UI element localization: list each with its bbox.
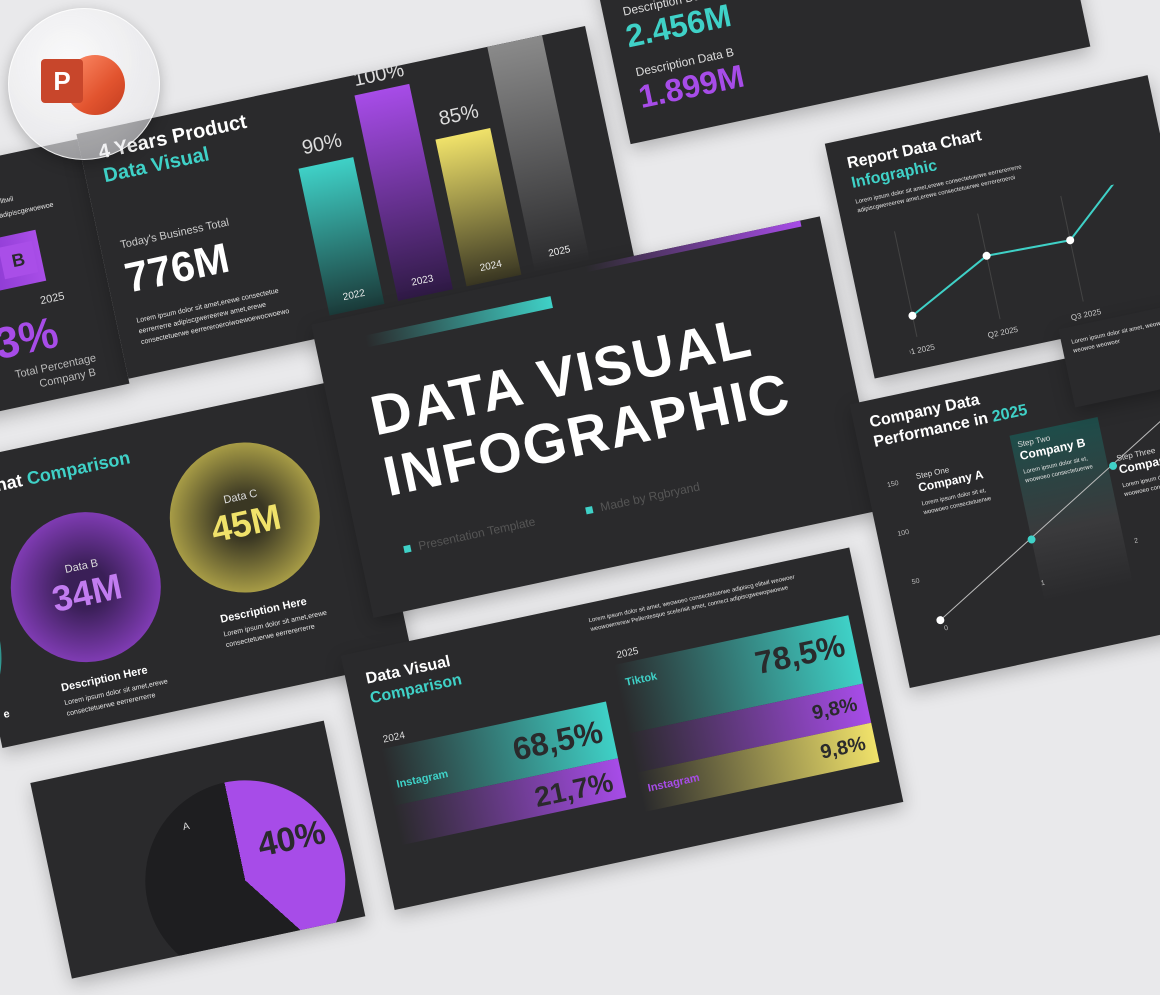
slide-report: Report Data Chart Infographic Lorem ipsu… [824, 75, 1160, 379]
report-x-label-1: Q2 2025 [987, 325, 1019, 340]
company-trend-line [940, 405, 1160, 621]
report-point-2 [1066, 236, 1075, 245]
tag-presentation-text: Presentation Template [417, 514, 537, 553]
company-title-accent: 2025 [990, 401, 1029, 426]
report-guide-1 [977, 213, 1001, 320]
tag-made-by-text: Made by Rgbryand [599, 479, 702, 515]
year-2025: 2025 [615, 645, 640, 662]
company-point-0 [936, 616, 945, 625]
chat-title-start: a Chat [0, 470, 25, 501]
slide-pie: A 40% [30, 720, 366, 979]
report-guide-2 [1060, 195, 1084, 302]
pct-year: 2025 [39, 290, 66, 308]
chat-title: a Chat Comparison [0, 447, 132, 502]
company-point-2 [1109, 461, 1118, 470]
left-row-2-value: 21,7% [531, 766, 616, 813]
report-x-label-0: Q1 2025 [904, 342, 936, 357]
report-segment-0 [911, 255, 988, 317]
left-row-name: Instagram [395, 768, 450, 791]
report-segment-1 [986, 239, 1071, 257]
edge-label: e [2, 707, 11, 721]
badge-letter-box: B [0, 240, 39, 280]
report-segment-tail [1069, 175, 1127, 241]
circle-data-b: Data B 34M [0, 498, 175, 677]
tag-presentation: Presentation Template [402, 514, 537, 556]
chat-title-accent: Comparison [24, 447, 132, 489]
report-guide-0 [893, 231, 918, 337]
powerpoint-badge: P [8, 8, 160, 160]
y-tick-50: 50 [911, 577, 921, 587]
bar-pct-2024: 85% [436, 100, 481, 131]
powerpoint-icon: P [41, 59, 83, 103]
circle-data-c: Data C 45M [155, 428, 334, 607]
right-row-3-value: 9,8% [818, 732, 868, 764]
right-row-2-value: 9,8% [810, 693, 860, 725]
powerpoint-letter: P [53, 65, 71, 96]
y-tick-150: 150 [886, 479, 900, 490]
circle-b-value: 34M [48, 565, 126, 620]
report-point-1 [982, 251, 991, 260]
y-tick-100: 100 [896, 528, 910, 539]
teal-square-icon [403, 544, 412, 553]
teal-square-icon [585, 505, 594, 514]
year-2024: 2024 [381, 730, 407, 746]
pie-chart [126, 761, 364, 979]
circle-c-value: 45M [207, 495, 285, 551]
right-row-value: 78,5% [751, 627, 849, 682]
company-line-chart [936, 405, 1160, 625]
company-point-1 [1027, 535, 1036, 544]
report-point-0 [908, 311, 917, 320]
bar-pct-2022: 90% [300, 129, 344, 160]
tag-made-by: Made by Rgbryand [584, 479, 701, 517]
left-row-value: 68,5% [509, 713, 606, 768]
right-row-3-name: Instagram [646, 771, 701, 795]
badge-letter: B [9, 248, 27, 271]
slide-company: Company Data Performance in 2025 Step On… [849, 335, 1160, 689]
right-row-name: Tiktok [624, 670, 659, 689]
